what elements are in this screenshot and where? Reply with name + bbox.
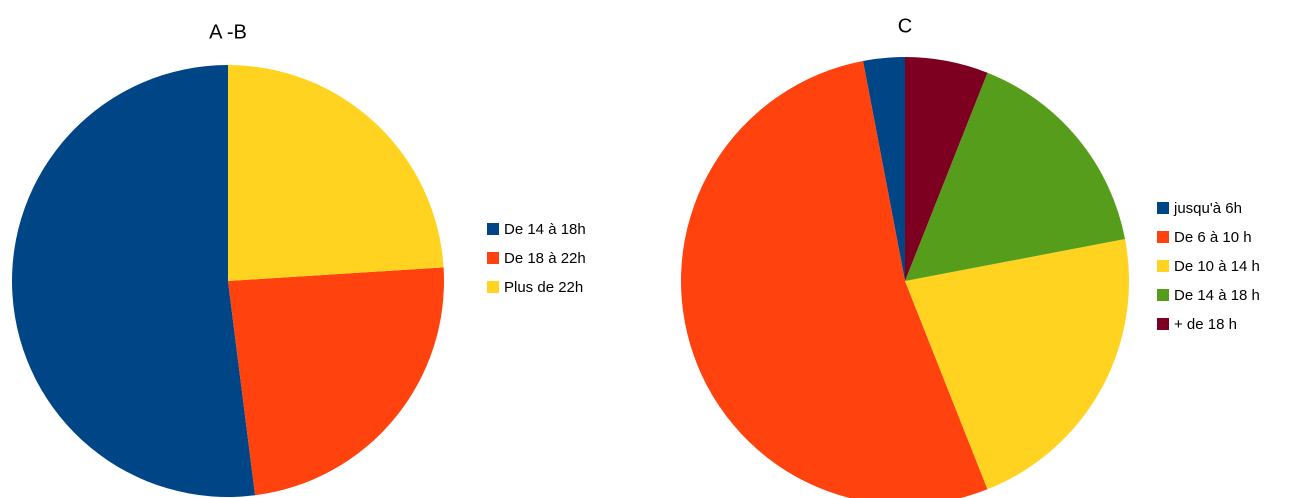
legend-swatch — [1157, 289, 1169, 301]
pie-slice — [863, 57, 905, 281]
legend-swatch — [487, 223, 499, 235]
legend-swatch — [1157, 318, 1169, 330]
chart-title: C — [898, 15, 912, 37]
pie-slice — [681, 60, 988, 498]
legend-label: De 10 à 14 h — [1174, 258, 1260, 275]
legend-swatch — [1157, 202, 1169, 214]
legend-swatch — [1157, 260, 1169, 272]
pie-slice — [905, 57, 988, 281]
pie-slice — [228, 267, 444, 496]
chart-title: A -B — [209, 21, 247, 43]
legend-swatch — [487, 281, 499, 293]
legend-label: De 6 à 10 h — [1174, 229, 1252, 246]
legend-label: + de 18 h — [1174, 316, 1237, 333]
legend-label: Plus de 22h — [504, 279, 583, 296]
pie-slice — [12, 65, 256, 497]
legend-label: De 14 à 18 h — [1174, 287, 1260, 304]
legend-label: De 18 à 22h — [504, 250, 586, 267]
legend-swatch — [487, 252, 499, 264]
legend-label: De 14 à 18h — [504, 221, 586, 238]
legend-swatch — [1157, 231, 1169, 243]
pie-slice — [905, 72, 1126, 281]
pie-slice — [228, 65, 444, 281]
legend-label: jusqu'à 6h — [1173, 200, 1242, 217]
pie-slice — [905, 239, 1129, 490]
